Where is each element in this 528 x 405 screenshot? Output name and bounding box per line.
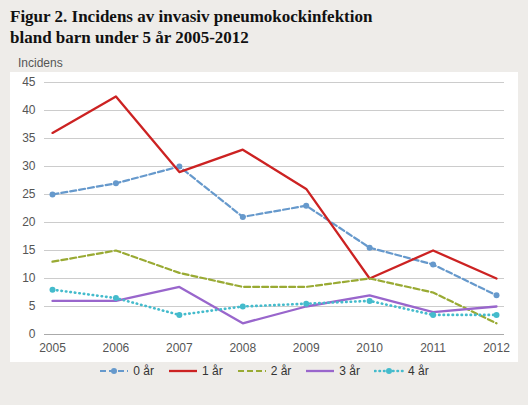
svg-text:2011: 2011 xyxy=(420,341,446,355)
html-text:Incidens: Incidens xyxy=(18,56,63,70)
svg-text:0: 0 xyxy=(29,327,36,341)
svg-text:2010: 2010 xyxy=(356,341,383,355)
svg-text:45: 45 xyxy=(22,75,36,89)
html-text:1 år: 1 år xyxy=(202,364,223,378)
svg-text:2012: 2012 xyxy=(483,341,510,355)
svg-text:2009: 2009 xyxy=(293,341,320,355)
svg-text:2005: 2005 xyxy=(39,341,66,355)
html-text:0 år: 0 år xyxy=(133,364,154,378)
svg-text:2007: 2007 xyxy=(166,341,193,355)
svg-text:20: 20 xyxy=(22,215,36,229)
html-text:Figur 2. Incidens av invasiv p: Figur 2. Incidens av invasiv pneumokocki… xyxy=(10,7,373,26)
svg-text:15: 15 xyxy=(22,243,36,257)
svg-text:10: 10 xyxy=(22,271,36,285)
svg-text:35: 35 xyxy=(22,131,36,145)
html-text:2 år: 2 år xyxy=(270,364,292,378)
svg-text:40: 40 xyxy=(22,103,36,117)
html-text:bland barn under 5 år 2005-201: bland barn under 5 år 2005-2012 xyxy=(10,28,249,47)
svg-text:30: 30 xyxy=(22,159,36,173)
svg-text:2006: 2006 xyxy=(103,341,130,355)
svg-text:5: 5 xyxy=(29,299,36,313)
html-text:4 år: 4 år xyxy=(408,364,429,378)
html-text:3 år: 3 år xyxy=(339,364,360,378)
svg-text:2008: 2008 xyxy=(229,341,256,355)
svg-text:25: 25 xyxy=(22,187,36,201)
